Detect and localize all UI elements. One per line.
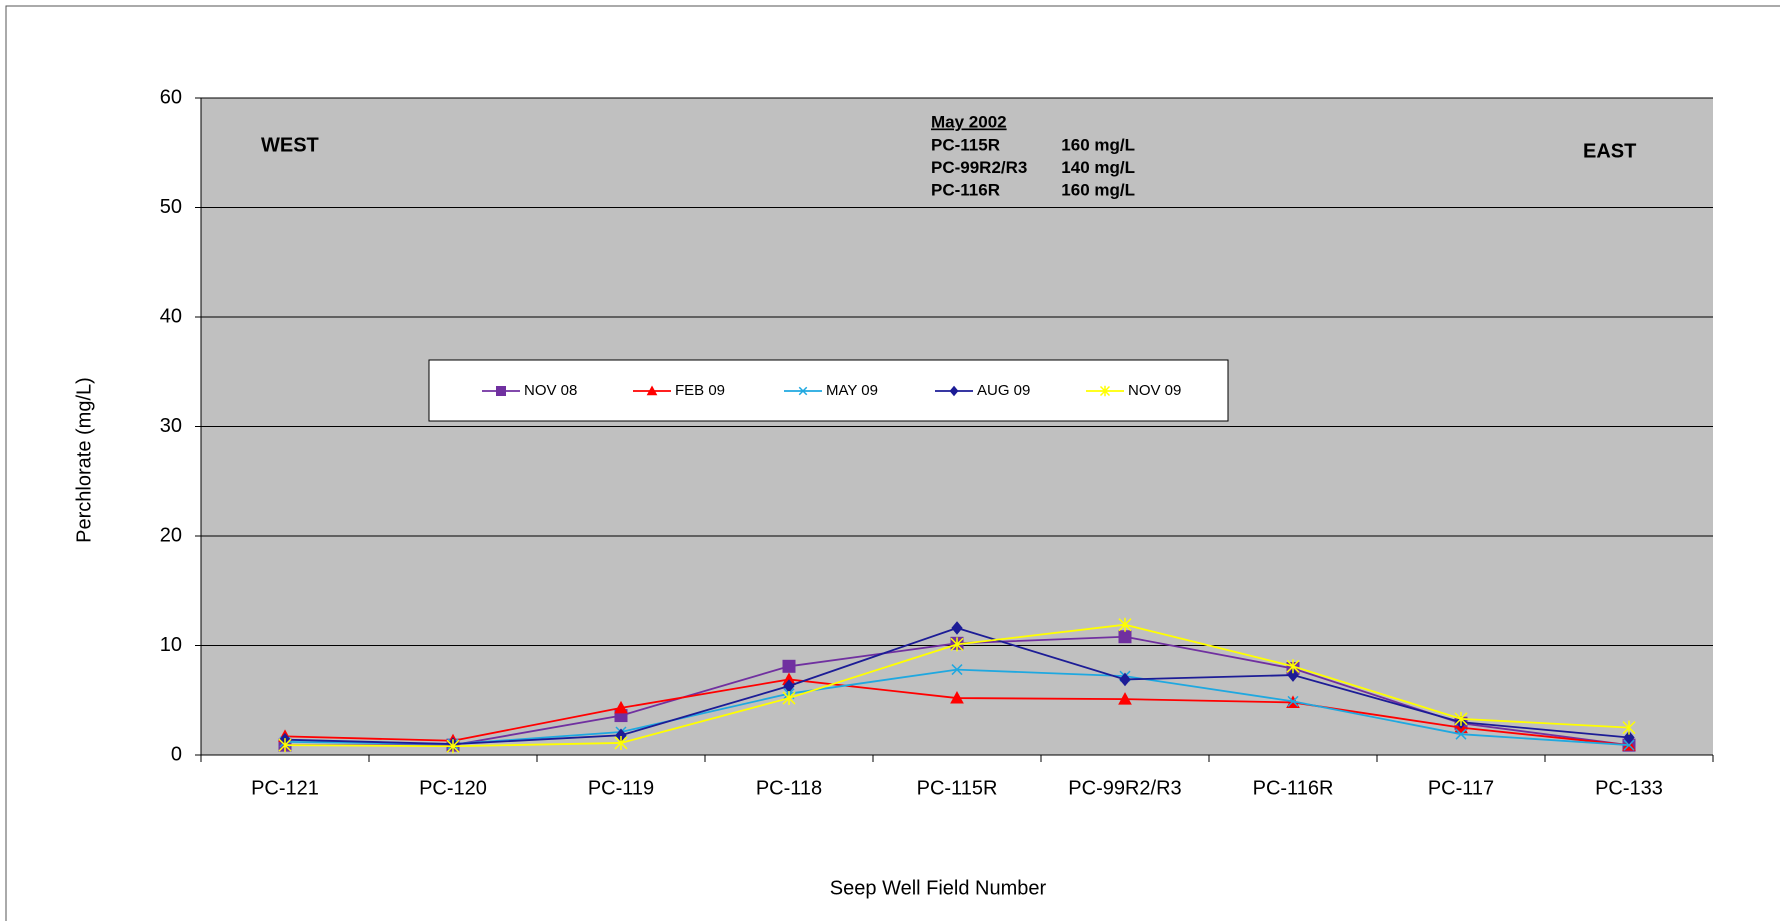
marker bbox=[782, 659, 796, 673]
marker bbox=[446, 739, 460, 754]
marker bbox=[614, 735, 628, 750]
marker bbox=[1119, 672, 1131, 687]
annotation-note-well: PC-99R2/R3 bbox=[931, 158, 1027, 177]
annotation-east: EAST bbox=[1583, 140, 1636, 162]
marker bbox=[1455, 728, 1467, 740]
y-tick-label: 60 bbox=[160, 86, 182, 108]
legend-label: FEB 09 bbox=[675, 382, 725, 399]
frame bbox=[5, 5, 1780, 921]
legend: NOV 08 FEB 09 MAY 09 AUG 09 NOV 09 bbox=[428, 359, 1229, 422]
y-tick-label: 10 bbox=[160, 634, 182, 656]
x-tick-label: PC-133 bbox=[1595, 777, 1663, 799]
x-tick-label: PC-119 bbox=[588, 777, 654, 799]
marker bbox=[1286, 659, 1300, 674]
legend-label: MAY 09 bbox=[826, 382, 878, 399]
x-tick-label: PC-121 bbox=[251, 777, 319, 799]
annotation-note-value: 160 mg/L bbox=[1061, 135, 1135, 154]
marker bbox=[646, 385, 658, 396]
x-axis-title: Seep Well Field Number bbox=[830, 877, 1047, 899]
annotation-note-title: May 2002 bbox=[931, 112, 1007, 131]
y-tick-label: 40 bbox=[160, 305, 182, 327]
marker bbox=[950, 637, 964, 652]
annotation-note-value: 160 mg/L bbox=[1061, 180, 1135, 199]
annotation-note-well: PC-116R bbox=[931, 180, 1000, 199]
legend-label: NOV 09 bbox=[1128, 382, 1181, 399]
marker bbox=[1118, 692, 1132, 705]
marker bbox=[1118, 617, 1132, 632]
x-tick-label: PC-117 bbox=[1428, 777, 1494, 799]
marker bbox=[782, 691, 796, 706]
marker bbox=[951, 664, 963, 676]
x-tick-label: PC-99R2/R3 bbox=[1068, 777, 1181, 799]
marker bbox=[1623, 730, 1635, 745]
annotation-west: WEST bbox=[261, 134, 319, 156]
marker bbox=[1099, 385, 1111, 397]
y-tick-label: 30 bbox=[160, 415, 182, 437]
marker bbox=[1287, 668, 1299, 682]
marker bbox=[496, 386, 506, 396]
series bbox=[278, 617, 1636, 754]
marker bbox=[1287, 695, 1299, 707]
marker bbox=[950, 691, 964, 704]
y-axis-title: Perchlorate (mg/L) bbox=[73, 377, 95, 543]
x-tick-label: PC-116R bbox=[1253, 777, 1334, 799]
y-tick-label: 20 bbox=[160, 524, 182, 546]
marker bbox=[1454, 711, 1468, 726]
marker bbox=[951, 621, 963, 635]
marker bbox=[614, 700, 628, 714]
marker bbox=[1622, 720, 1636, 735]
x-tick-label: PC-120 bbox=[419, 777, 487, 799]
y-tick-label: 50 bbox=[160, 196, 182, 218]
legend-label: NOV 08 bbox=[524, 382, 577, 399]
x-tick-label: PC-115R bbox=[917, 777, 998, 799]
marker bbox=[1118, 630, 1132, 644]
legend-label: AUG 09 bbox=[977, 382, 1030, 399]
x-tick-label: PC-118 bbox=[756, 777, 822, 799]
marker bbox=[798, 386, 808, 396]
marker bbox=[1623, 739, 1635, 751]
marker bbox=[949, 385, 959, 397]
annotation-note-well: PC-115R bbox=[931, 135, 1000, 154]
y-tick-label: 0 bbox=[171, 743, 182, 765]
marker bbox=[278, 738, 292, 753]
annotation-note-value: 140 mg/L bbox=[1061, 158, 1135, 177]
